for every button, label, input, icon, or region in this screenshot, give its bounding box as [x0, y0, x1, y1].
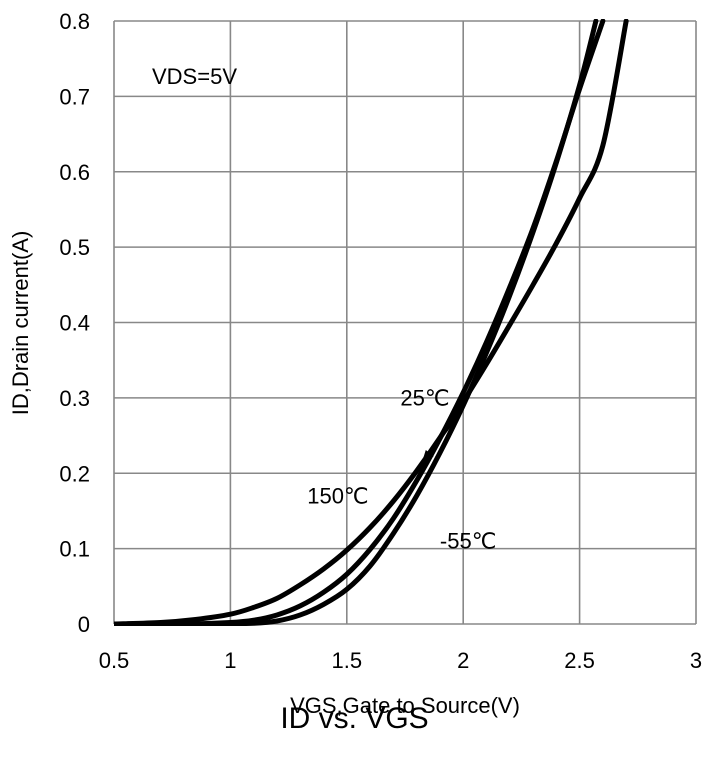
y-tick-label: 0: [78, 612, 90, 637]
series-line-0: [114, 19, 629, 626]
y-tick-label: 0.7: [59, 84, 90, 109]
chart-title: ID vs. VGS: [280, 702, 429, 735]
x-tick-label: 1.5: [332, 648, 363, 673]
annotations: VDS=5V 150℃ 25℃ -55℃: [152, 64, 496, 554]
condition-label: VDS=5V: [152, 64, 237, 89]
y-tick-label: 0.3: [59, 386, 90, 411]
x-tick-label: 1: [224, 648, 236, 673]
y-tick-label: 0.5: [59, 235, 90, 260]
series-label-2: -55℃: [440, 529, 497, 554]
series-line-2: [114, 19, 599, 626]
y-tick-label: 0.2: [59, 461, 90, 486]
y-tick-label: 0.1: [59, 537, 90, 562]
x-axis-label: VGS,Gate to Source(V): [290, 693, 520, 718]
grid: [113, 20, 697, 625]
tick-labels: 0.5 1 1.5 2 2.5 3 0 0.1 0.2 0.3 0.4 0.5 0.6 0.7 0.8: [59, 9, 702, 673]
series-label-1: 25℃: [400, 385, 449, 410]
series-group: [114, 19, 629, 626]
x-tick-label: 3: [690, 648, 702, 673]
y-tick-label: 0.6: [59, 160, 90, 185]
x-tick-label: 0.5: [99, 648, 130, 673]
series-arrow-head: [421, 450, 434, 465]
y-tick-label: 0.4: [59, 311, 90, 336]
y-tick-label: 0.8: [59, 9, 90, 34]
x-tick-label: 2: [457, 648, 469, 673]
x-tick-label: 2.5: [564, 648, 595, 673]
series-label-0: 150℃: [307, 483, 368, 508]
y-axis-label: ID,Drain current(A): [8, 231, 33, 416]
